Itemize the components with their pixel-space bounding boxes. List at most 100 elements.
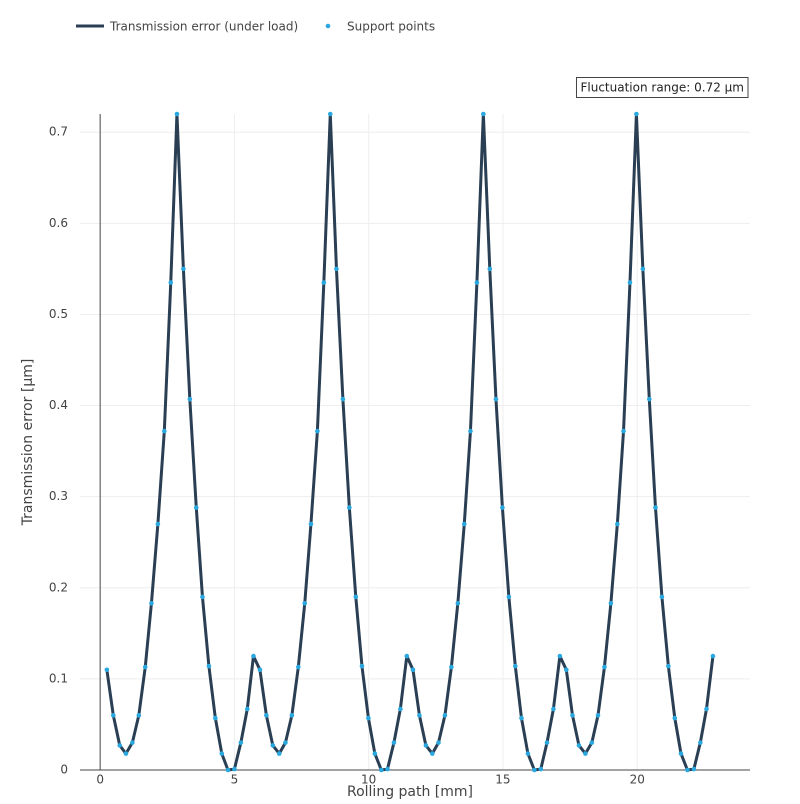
support-point (398, 706, 403, 712)
support-point (678, 751, 684, 756)
support-point (206, 663, 212, 669)
support-point (181, 266, 186, 272)
support-point (646, 396, 652, 402)
support-point (602, 664, 607, 670)
support-point (564, 667, 569, 673)
support-point (359, 663, 365, 669)
support-point (487, 266, 493, 272)
support-point (461, 521, 467, 527)
line (105, 112, 715, 772)
y-tick-label: 0.1 (49, 671, 68, 685)
support-point (538, 766, 544, 772)
support-point (691, 766, 697, 772)
x-tick-label: 0 (96, 773, 104, 787)
support-point (500, 505, 505, 510)
support-point (576, 743, 582, 748)
support-point (404, 653, 410, 659)
support-point (219, 751, 225, 756)
support-point (110, 713, 116, 718)
support-point (340, 396, 346, 402)
legend-label[interactable]: Transmission error (under load) (109, 20, 298, 34)
support-point (430, 751, 435, 756)
support-point (525, 751, 531, 756)
support-point (238, 740, 244, 745)
y-tick-label: 0.2 (49, 580, 68, 594)
x-tick-label: 10 (361, 773, 376, 787)
support-point (710, 653, 716, 659)
support-point (595, 713, 601, 718)
support-point (174, 111, 180, 117)
y-tick-label: 0 (60, 763, 68, 777)
support-point (423, 743, 429, 748)
legend-label[interactable]: Support points (347, 20, 435, 34)
support-point (474, 280, 480, 285)
support-point (155, 521, 161, 527)
support-point (557, 653, 563, 659)
support-point (251, 653, 256, 659)
y-tick-label: 0.6 (49, 216, 68, 230)
support-point (130, 740, 135, 745)
support-point (302, 600, 308, 606)
y-tick-label: 0.4 (49, 398, 68, 412)
support-point (410, 667, 416, 673)
support-point (653, 505, 658, 510)
support-point (385, 766, 390, 772)
legend-marker[interactable] (325, 23, 331, 29)
support-point (321, 280, 327, 285)
support-point (442, 713, 448, 718)
support-point (289, 713, 295, 718)
support-point (608, 600, 614, 606)
support-point (264, 713, 269, 718)
support-point (551, 706, 556, 712)
support-point (666, 663, 671, 669)
x-axis-label: Rolling path [mm] (347, 784, 473, 800)
support-point (372, 751, 378, 756)
support-point (136, 713, 142, 718)
support-point (104, 667, 110, 673)
y-tick-label: 0.7 (49, 125, 68, 139)
support-point (149, 600, 154, 606)
support-point (532, 767, 537, 773)
support-point (634, 111, 639, 117)
support-point (162, 428, 167, 434)
support-point (244, 706, 250, 712)
support-point (193, 505, 199, 510)
support-point (270, 743, 276, 748)
support-point (391, 740, 397, 745)
support-point (353, 594, 359, 600)
support-point (468, 428, 473, 434)
support-point (315, 428, 320, 434)
support-point (117, 743, 123, 748)
support-point (142, 664, 148, 670)
support-point (213, 715, 218, 721)
x-tick-label: 20 (630, 773, 645, 787)
support-point (570, 713, 575, 718)
support-point (187, 396, 193, 402)
support-point (232, 766, 237, 772)
support-point (493, 396, 499, 402)
support-point (685, 767, 690, 773)
y-axis-label: Transmission error [µm] (20, 359, 36, 527)
support-point (276, 751, 282, 756)
support-point (621, 428, 626, 434)
support-point (698, 740, 703, 745)
support-point (225, 767, 231, 773)
y-tick-label: 0.5 (49, 307, 68, 321)
support-point (378, 767, 384, 773)
support-point (257, 667, 263, 673)
annotation: Fluctuation range: 0.72 µm (580, 81, 744, 95)
support-point (704, 706, 709, 712)
support-point (327, 111, 333, 117)
support-point (512, 663, 518, 669)
support-point (519, 715, 524, 721)
support-point (296, 664, 301, 670)
support-point (123, 751, 129, 756)
y-tick-label: 0.3 (49, 489, 68, 503)
support-point (481, 111, 486, 117)
support-point (672, 715, 678, 721)
support-point (627, 280, 633, 285)
support-point (583, 751, 588, 756)
x-tick-label: 5 (231, 773, 239, 787)
support-point (615, 521, 620, 527)
